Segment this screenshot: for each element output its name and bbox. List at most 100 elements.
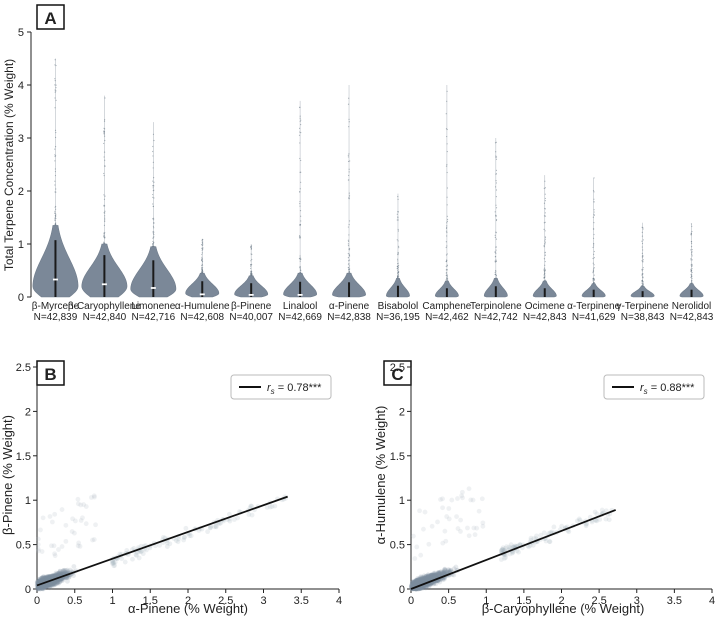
scatter-point	[426, 541, 432, 547]
violin-outlier-point	[54, 91, 56, 93]
scatter-point	[63, 522, 69, 528]
violin-outlier-point	[543, 187, 545, 189]
y-tick-label: 1	[399, 495, 405, 507]
violin-outlier-point	[544, 187, 546, 189]
scatter-point	[45, 582, 51, 588]
violin-outlier-point	[200, 244, 203, 246]
scatter-point	[480, 523, 486, 529]
violin-outlier-point	[153, 197, 155, 199]
panel-a-label-box	[36, 4, 65, 30]
category-n-label: N=42,838	[327, 312, 371, 323]
scatter-point	[465, 525, 470, 531]
violin-outlier-point	[152, 203, 154, 205]
violin-outlier-point	[593, 233, 595, 236]
scatter-point	[592, 509, 598, 515]
violin-outlier-point	[348, 270, 350, 272]
violin-outlier-point	[348, 171, 350, 173]
scatter-point	[46, 581, 52, 587]
violin-outlier-point	[55, 191, 57, 193]
violin-outlier-point	[201, 258, 203, 260]
violin-outlier-point	[103, 198, 106, 200]
scatter-point	[48, 581, 54, 587]
violin-outlier-point	[641, 242, 644, 245]
scatter-point	[40, 515, 46, 521]
scatter-point	[44, 583, 50, 588]
violin-outlier-point	[592, 270, 595, 272]
panel-c-plot: 0 0.5 1 1.5 2 2.5 3 3.5 4 0 0.5 1 1.5 2 2.5 rs = 0.88**…	[390, 362, 715, 607]
violin-outlier-point	[54, 170, 57, 173]
violin-outlier-point	[250, 248, 252, 250]
violin-outlier-point	[446, 135, 448, 138]
y-tick-label: 2.5	[16, 362, 31, 374]
scatter-point	[466, 533, 472, 539]
scatter-point	[40, 584, 46, 590]
scatter-point	[56, 547, 61, 552]
violin-5	[283, 100, 317, 298]
violin-outlier-point	[544, 200, 546, 202]
violin-outlier-point	[397, 260, 399, 262]
violin-outlier-point	[55, 217, 57, 220]
scatter-point	[44, 576, 50, 582]
x-tick-label: 3.5	[667, 595, 682, 607]
violin-outlier-point	[397, 240, 399, 242]
violin-outlier-point	[54, 89, 56, 91]
violin-outlier-point	[494, 186, 497, 188]
violin-4	[234, 244, 269, 298]
scatter-point	[42, 576, 48, 581]
scatter-point	[38, 578, 44, 584]
scatter-point	[272, 503, 278, 509]
violin-outlier-point	[446, 226, 448, 229]
x-tick-label: 1.5	[143, 595, 158, 607]
violin-outlier-point	[348, 266, 350, 269]
scatter-point	[43, 582, 49, 588]
violin-outlier-point	[593, 268, 595, 270]
violin-outlier-point	[347, 179, 350, 181]
violin-outlier-point	[544, 260, 546, 263]
scatter-point	[42, 584, 47, 590]
x-tick-label: 0	[408, 595, 414, 607]
category-n-label: N=42,840	[83, 312, 127, 323]
fit-line	[410, 509, 617, 590]
violin-outlier-point	[495, 215, 498, 217]
violin-outlier-point	[201, 239, 203, 241]
violin-outlier-point	[54, 216, 56, 218]
violin-outlier-point	[544, 264, 546, 266]
scatter-point	[44, 577, 50, 582]
violin-outlier-point	[54, 59, 56, 61]
violin-outlier-point	[642, 283, 644, 286]
violin-outlier-point	[152, 193, 154, 196]
violin-outlier-point	[446, 218, 449, 221]
violin-outlier-point	[495, 169, 498, 171]
scatter-point	[54, 573, 60, 578]
scatter-point	[458, 517, 464, 523]
violin-outlier-point	[348, 192, 350, 194]
scatter-point	[45, 582, 51, 588]
scatter-point	[36, 578, 42, 584]
scatter-point	[58, 571, 63, 577]
scatter-point	[56, 570, 62, 576]
x-tick-label: 0.5	[67, 595, 82, 607]
violin-outlier-point	[495, 207, 498, 209]
scatter-point	[39, 584, 45, 589]
scatter-point	[37, 585, 43, 591]
scatter-point	[38, 577, 43, 583]
scatter-point	[48, 580, 54, 586]
violin-outlier-point	[396, 213, 398, 215]
violin-outlier-point	[104, 219, 106, 221]
violin-outlier-point	[691, 242, 693, 245]
violin-outlier-point	[202, 247, 204, 249]
violin-outlier-point	[544, 238, 546, 241]
panel-a-y-tick-label: 4	[18, 80, 24, 92]
violin-outlier-point	[300, 159, 302, 162]
violin-outlier-point	[445, 265, 447, 267]
scatter-point	[44, 576, 50, 582]
violin-outlier-point	[104, 237, 106, 239]
scatter-point	[446, 516, 452, 522]
violin-outlier-point	[495, 196, 497, 198]
violin-outlier-point	[201, 264, 203, 267]
scatter-point	[208, 525, 213, 531]
violin-outlier-point	[495, 231, 497, 233]
violin-outlier-point	[299, 120, 301, 123]
scatter-point	[42, 583, 48, 589]
violin-outlier-point	[54, 78, 56, 80]
